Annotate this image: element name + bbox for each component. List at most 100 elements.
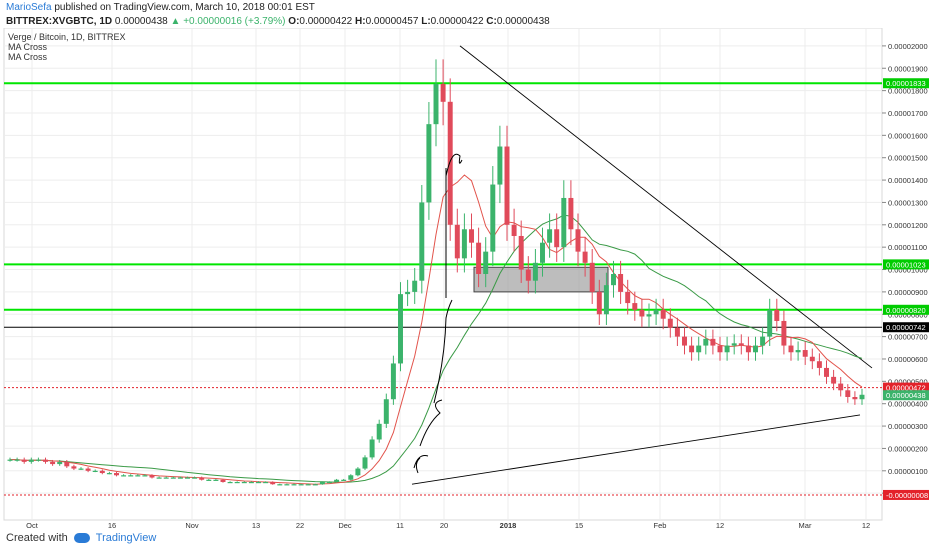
candle-body (206, 479, 212, 481)
candle-body (618, 274, 624, 292)
y-tick-label: 0.00001300 (888, 198, 928, 207)
candle-body (532, 262, 538, 281)
candle-body (28, 459, 34, 462)
candle-body (802, 350, 808, 357)
level-label-bg (883, 489, 929, 500)
candle-body (220, 479, 226, 482)
candle-body (674, 327, 680, 337)
candle-body (575, 229, 581, 252)
candle-body (383, 399, 389, 424)
candle-body (319, 481, 325, 485)
y-tick-label: 0.00000100 (888, 467, 928, 476)
candle-body (355, 468, 361, 476)
candle-body (483, 251, 489, 274)
candle-body (185, 477, 190, 479)
x-tick-label: Dec (338, 521, 352, 528)
candle-body (135, 475, 141, 477)
tradingview-link[interactable]: TradingView (95, 532, 157, 544)
level-label: 0.00000742 (886, 323, 926, 332)
candle-body (71, 466, 77, 469)
candle-body (845, 390, 851, 397)
high-value: 0.00000457 (365, 16, 419, 27)
y-tick-label: 0.00000900 (888, 288, 928, 297)
candle-body (518, 235, 524, 270)
candle-body (490, 184, 496, 252)
candle-body (312, 484, 318, 486)
symbol-label: BITTREX:XVGBTC, 1D (6, 16, 113, 27)
x-tick-label: 12 (716, 521, 724, 528)
candle-body (596, 291, 602, 315)
candle-body (284, 484, 290, 486)
candle-body (263, 481, 269, 484)
candle-body (192, 477, 198, 479)
candle-body (603, 285, 609, 315)
candle-body (327, 481, 332, 484)
y-tick-label: 0.00001100 (888, 243, 927, 252)
candle-body (234, 481, 240, 484)
candle-body (35, 459, 41, 461)
hand-drawn-annotation (445, 153, 463, 177)
candle-body (774, 309, 780, 321)
candle-body (767, 309, 773, 337)
price-chart[interactable]: 0.00002000 0.00001900 0.00001800 0.00001700… (0, 28, 932, 528)
candle-body (582, 251, 588, 263)
candle-body (241, 481, 247, 484)
candle-body (639, 309, 645, 317)
candle-body (788, 345, 794, 353)
candle-body (525, 269, 531, 281)
candle-body (426, 124, 432, 203)
legend-title: Verge / Bitcoin, 1D, BITTREX (8, 32, 126, 42)
candle-body (838, 383, 844, 391)
y-tick-label: 0.00001200 (888, 221, 928, 230)
candle-body (454, 224, 460, 259)
candle-body (78, 468, 84, 470)
y-tick-label: 0.00000400 (888, 400, 928, 409)
level-label: 0.00001023 (886, 260, 926, 269)
candle-body (440, 83, 446, 102)
x-tick-label: 15 (575, 521, 583, 528)
candle-body (170, 477, 176, 479)
candle-body (177, 477, 183, 479)
candle-body (270, 481, 276, 485)
candle-body (7, 459, 13, 461)
x-tick-label: Mar (799, 521, 812, 528)
level-label: -0.00000008 (886, 491, 928, 500)
candle-body (589, 262, 595, 292)
candle-body (760, 336, 766, 346)
candle-body (476, 242, 482, 274)
candle-body (831, 376, 837, 384)
candle-body (419, 202, 425, 281)
x-tick-label: 22 (296, 521, 304, 528)
candle-body (348, 475, 354, 480)
trendline-descending (459, 45, 873, 369)
candle-body (341, 479, 347, 481)
level-label-bg (883, 390, 929, 401)
candle-body (611, 274, 616, 286)
candle-body (717, 345, 723, 353)
candle-body (682, 336, 687, 346)
y-tick-label: 0.00000700 (888, 333, 928, 342)
candle-body (256, 481, 261, 484)
candle-body (433, 83, 439, 125)
candle-body (156, 477, 162, 479)
level-label: 0.00000438 (886, 391, 926, 400)
y-tick-label: 0.00002000 (888, 42, 928, 51)
symbol-line: BITTREX:XVGBTC, 1D 0.00000438 ▲ +0.00000… (6, 16, 550, 27)
candle-body (291, 484, 297, 486)
footer: Created with TradingView (6, 532, 156, 544)
legend-ma-cross-1: MA Cross (8, 42, 48, 52)
candle-body (99, 470, 105, 474)
y-tick-label: 0.00001000 (888, 266, 928, 275)
level-label-bg (883, 259, 929, 270)
candle-body (824, 367, 829, 377)
candle-body (689, 345, 695, 353)
level-label: 0.00000820 (886, 306, 926, 315)
close-value: 0.00000438 (496, 16, 550, 27)
consolidation-zone (473, 266, 609, 293)
author-link[interactable]: MarioSefa (6, 2, 52, 13)
y-tick-label: 0.00001500 (888, 154, 928, 163)
candle-body (540, 242, 545, 263)
tradingview-logo-icon (73, 533, 90, 543)
candle-body (362, 457, 368, 469)
